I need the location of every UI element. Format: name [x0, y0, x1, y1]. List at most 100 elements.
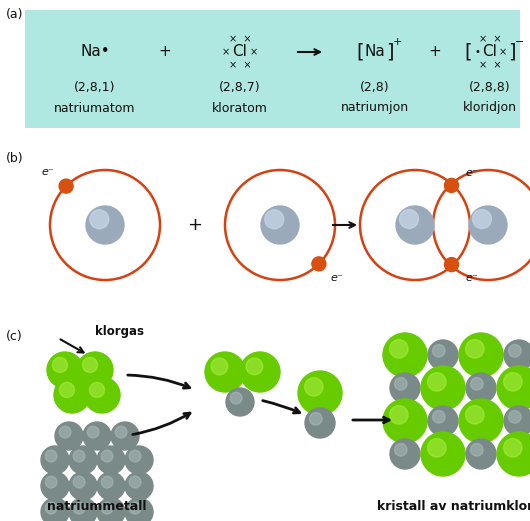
- Circle shape: [73, 450, 85, 462]
- Circle shape: [47, 352, 83, 388]
- Circle shape: [84, 377, 120, 413]
- Circle shape: [390, 406, 408, 424]
- Circle shape: [86, 206, 124, 244]
- Text: (2,8,1): (2,8,1): [74, 81, 116, 94]
- Circle shape: [59, 426, 71, 438]
- Circle shape: [129, 450, 141, 462]
- Circle shape: [465, 406, 484, 424]
- Text: ×  ×: × ×: [479, 60, 501, 70]
- Circle shape: [87, 426, 99, 438]
- Circle shape: [97, 446, 125, 474]
- Circle shape: [421, 366, 465, 410]
- Circle shape: [90, 210, 109, 229]
- Circle shape: [383, 399, 427, 443]
- Circle shape: [69, 446, 97, 474]
- Text: (b): (b): [6, 152, 24, 165]
- Circle shape: [508, 344, 521, 357]
- Circle shape: [428, 406, 458, 436]
- Circle shape: [69, 472, 97, 500]
- Circle shape: [459, 333, 503, 377]
- Text: Na: Na: [365, 44, 385, 59]
- Circle shape: [211, 358, 228, 375]
- Text: ×  ×: × ×: [229, 60, 251, 70]
- Circle shape: [394, 443, 407, 456]
- Circle shape: [54, 377, 90, 413]
- Circle shape: [226, 388, 254, 416]
- Circle shape: [312, 257, 326, 271]
- Circle shape: [390, 439, 420, 469]
- Circle shape: [310, 413, 322, 425]
- Circle shape: [45, 450, 57, 462]
- Circle shape: [97, 498, 125, 521]
- Circle shape: [59, 382, 75, 398]
- Text: (2,8): (2,8): [360, 81, 390, 94]
- Circle shape: [504, 340, 530, 370]
- Text: e⁻: e⁻: [42, 167, 55, 177]
- Circle shape: [83, 422, 111, 450]
- Text: kloratom: kloratom: [212, 102, 268, 115]
- Circle shape: [421, 432, 465, 476]
- Circle shape: [428, 373, 446, 391]
- Circle shape: [246, 358, 263, 375]
- Text: natriumatom: natriumatom: [54, 102, 136, 115]
- Circle shape: [261, 206, 299, 244]
- Circle shape: [394, 378, 407, 390]
- Text: ]: ]: [386, 43, 394, 61]
- Circle shape: [77, 352, 113, 388]
- Text: ]: ]: [508, 43, 516, 61]
- Circle shape: [298, 371, 342, 415]
- Circle shape: [432, 411, 445, 423]
- Text: ×  ×: × ×: [229, 34, 251, 44]
- Text: (2,8,8): (2,8,8): [469, 81, 511, 94]
- Circle shape: [471, 378, 483, 390]
- Text: ×: ×: [250, 47, 258, 57]
- Circle shape: [466, 373, 496, 403]
- Circle shape: [73, 476, 85, 488]
- Circle shape: [390, 373, 420, 403]
- Circle shape: [125, 498, 153, 521]
- Circle shape: [41, 498, 69, 521]
- Text: +: +: [429, 44, 441, 59]
- Circle shape: [45, 502, 57, 514]
- Circle shape: [465, 340, 484, 358]
- Circle shape: [97, 472, 125, 500]
- FancyBboxPatch shape: [25, 10, 520, 128]
- Circle shape: [383, 333, 427, 377]
- Text: natriummetall: natriummetall: [47, 500, 147, 513]
- Circle shape: [390, 340, 408, 358]
- Text: e⁻: e⁻: [465, 168, 478, 178]
- Text: •: •: [474, 47, 480, 57]
- Circle shape: [396, 206, 434, 244]
- Circle shape: [101, 450, 113, 462]
- Text: natriumjon: natriumjon: [341, 102, 409, 115]
- Circle shape: [125, 446, 153, 474]
- Circle shape: [129, 476, 141, 488]
- Circle shape: [205, 352, 245, 392]
- Circle shape: [230, 392, 242, 404]
- Circle shape: [428, 340, 458, 370]
- Circle shape: [69, 498, 97, 521]
- Text: +: +: [392, 37, 402, 47]
- Circle shape: [400, 209, 419, 229]
- Circle shape: [445, 178, 458, 192]
- Text: ×: ×: [499, 47, 507, 57]
- Circle shape: [497, 366, 530, 410]
- Text: (a): (a): [6, 8, 23, 21]
- Text: e⁻: e⁻: [331, 273, 343, 283]
- Circle shape: [504, 406, 530, 436]
- Circle shape: [55, 422, 83, 450]
- Circle shape: [41, 446, 69, 474]
- Text: +: +: [158, 44, 171, 59]
- Circle shape: [466, 439, 496, 469]
- Text: +: +: [188, 216, 202, 234]
- Circle shape: [497, 432, 530, 476]
- Circle shape: [473, 209, 491, 229]
- Text: Cl: Cl: [233, 44, 248, 59]
- Circle shape: [459, 399, 503, 443]
- Circle shape: [469, 206, 507, 244]
- Text: [: [: [356, 43, 364, 61]
- Text: ×: ×: [222, 47, 230, 57]
- Circle shape: [111, 422, 139, 450]
- Text: kloridjon: kloridjon: [463, 102, 517, 115]
- Circle shape: [471, 443, 483, 456]
